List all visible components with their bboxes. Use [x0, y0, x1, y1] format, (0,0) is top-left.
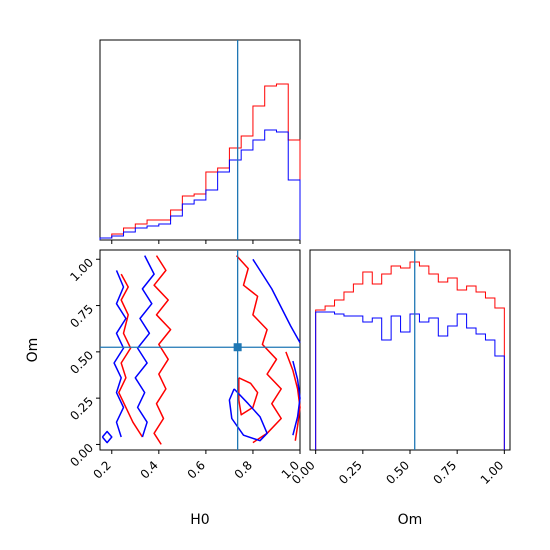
x-axis-label-h0: H0: [190, 512, 209, 528]
h0-histogram-series-1: [99, 83, 301, 240]
contour-series-2-line-2: [134, 255, 155, 438]
om-h0-contour-panel: 0.2 0.4 0.6 0.8 1.00.000.250.500.751.00 H0 O…: [25, 249, 302, 528]
h0-histogram-panel: [99, 39, 301, 244]
contour-y-tick-label-1: 0.00: [67, 441, 96, 470]
om-x-tick-label-4: 0.75: [430, 458, 459, 487]
contour-y-tick-label-5: 1.00: [67, 255, 96, 284]
contour-frame: [99, 249, 301, 451]
h0-histogram-series-2: [99, 129, 301, 240]
om-histogram-frame: [309, 249, 511, 451]
om-x-tick-label-2: 0.25: [336, 458, 365, 487]
contour-x-tick-label-4: 0.8: [232, 458, 255, 481]
contour-series-2-line-5: [292, 360, 301, 436]
om-x-tick-label-5: 1.00: [478, 458, 507, 487]
contour-series-2-line-4: [228, 388, 268, 442]
contour-series-1-line-3: [235, 255, 282, 444]
om-x-tick-label-3: 0.50: [383, 458, 412, 487]
contour-x-tick-label-3: 0.6: [185, 458, 208, 481]
contour-x-tick-label-2: 0.4: [138, 458, 161, 481]
om-histogram-series-2: [315, 311, 505, 450]
om-histogram-panel: 0.00 0.25 0.50 0.75 1.00 Om: [289, 249, 511, 528]
h0-histogram-frame: [99, 39, 301, 241]
y-axis-label-om: Om: [25, 338, 41, 363]
truth-marker: [233, 343, 242, 352]
contour-series-2-line-6: [101, 430, 113, 444]
contour-y-tick-label-4: 0.75: [67, 302, 96, 331]
contour-series-1-line-5: [285, 351, 301, 441]
contour-series-1-line-4: [238, 377, 259, 416]
contour-y-tick-label-2: 0.25: [67, 394, 96, 423]
x-axis-label-om: Om: [398, 512, 423, 528]
contour-series-2-line-1: [113, 270, 127, 438]
contour-series-2-line-3: [252, 258, 301, 343]
om-histogram-series-1: [315, 261, 505, 450]
contour-series-1-line-1: [118, 273, 144, 438]
contour-y-tick-label-3: 0.50: [67, 348, 96, 377]
contour-series-1-line-2: [153, 255, 172, 445]
contour-x-tick-label-1: 0.2: [90, 458, 113, 481]
